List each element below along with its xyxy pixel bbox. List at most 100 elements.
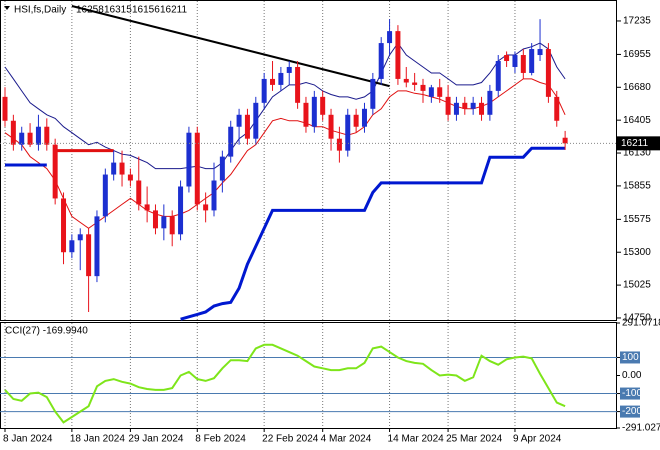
last-close: 16211 bbox=[160, 5, 188, 16]
y-tick-label: -100 bbox=[622, 388, 642, 399]
candle-body bbox=[2, 96, 8, 121]
candle-body bbox=[412, 82, 418, 85]
candle-body bbox=[94, 216, 100, 277]
y-tick-label: 14750 bbox=[623, 313, 651, 324]
candle-body bbox=[286, 66, 292, 73]
candle-body bbox=[420, 84, 426, 91]
level-label-box bbox=[620, 351, 640, 364]
x-tick-label: 18 Jan 2024 bbox=[70, 434, 125, 445]
last-price-box bbox=[617, 136, 660, 151]
candle-body bbox=[228, 126, 234, 157]
y-tick-label: 15855 bbox=[623, 181, 651, 192]
x-tick-label: 8 Feb 2024 bbox=[195, 434, 246, 445]
symbol-title: HSI,fs,Daily bbox=[14, 5, 66, 16]
y-tick-label: -291.0274 bbox=[622, 423, 660, 434]
main-frame bbox=[0, 0, 617, 321]
candle-body bbox=[270, 78, 276, 85]
y-tick-label: 16680 bbox=[623, 82, 651, 93]
candle-body bbox=[52, 144, 58, 199]
candle-body bbox=[35, 126, 41, 145]
y-tick-label: 16130 bbox=[623, 148, 651, 159]
indicator-line bbox=[5, 146, 566, 321]
candle-body bbox=[178, 186, 184, 235]
candle-body bbox=[186, 132, 192, 187]
y-tick-label: 15575 bbox=[623, 214, 651, 225]
y-tick-label: 0.00 bbox=[622, 370, 642, 381]
candle-body bbox=[303, 102, 309, 127]
last-low: 16156 bbox=[132, 5, 160, 16]
last-high: 16315 bbox=[104, 5, 132, 16]
candle-body bbox=[111, 162, 117, 175]
candle-body bbox=[311, 96, 317, 127]
y-tick-label: 291.0718 bbox=[622, 318, 660, 329]
candle-body bbox=[261, 78, 267, 103]
candle-body bbox=[328, 114, 334, 139]
candle-body bbox=[244, 114, 250, 139]
candle-body bbox=[152, 210, 158, 229]
cci-title: CCI(27) -169.9940 bbox=[5, 326, 88, 337]
trendline bbox=[71, 5, 390, 88]
candle-body bbox=[428, 87, 434, 97]
x-tick-label: 22 Feb 2024 bbox=[262, 434, 319, 445]
candle-body bbox=[61, 198, 67, 253]
y-tick-label: 15300 bbox=[623, 247, 651, 258]
y-tick-label: 15025 bbox=[623, 280, 651, 291]
candle-body bbox=[44, 126, 50, 145]
candle-body bbox=[320, 96, 326, 115]
candle-body bbox=[453, 102, 459, 115]
candle-body bbox=[395, 31, 401, 79]
candle-body bbox=[119, 162, 125, 175]
candle-body bbox=[219, 156, 225, 181]
candle-body bbox=[136, 180, 142, 205]
candle-body bbox=[169, 216, 175, 235]
candle-body bbox=[470, 102, 476, 109]
candle-body bbox=[370, 78, 376, 109]
cci-line bbox=[4, 343, 566, 424]
y-tick-label: -200 bbox=[622, 406, 642, 417]
y-tick-label: 17235 bbox=[623, 16, 651, 27]
y-tick-label: 16955 bbox=[623, 49, 651, 60]
x-tick-label: 4 Mar 2024 bbox=[321, 434, 372, 445]
candle-body bbox=[512, 55, 518, 67]
candle-body bbox=[554, 96, 560, 121]
candle-body bbox=[19, 132, 25, 145]
candle-body bbox=[403, 78, 409, 83]
candle-body bbox=[194, 132, 200, 205]
x-tick-label: 25 Mar 2024 bbox=[446, 434, 503, 445]
candle-body bbox=[77, 234, 83, 241]
indicator-line bbox=[4, 42, 566, 170]
level-label-box bbox=[620, 405, 640, 418]
candle-body bbox=[295, 66, 301, 103]
x-tick-label: 8 Jan 2024 bbox=[3, 434, 53, 445]
x-tick-label: 9 Apr 2024 bbox=[513, 434, 562, 445]
candle-body bbox=[102, 174, 108, 217]
candle-body bbox=[487, 90, 493, 115]
y-tick-label: 100 bbox=[622, 352, 639, 363]
candle-body bbox=[562, 137, 568, 144]
candle-body bbox=[361, 108, 367, 127]
candle-body bbox=[127, 174, 133, 181]
candle-body bbox=[520, 55, 526, 73]
candle-body bbox=[445, 96, 451, 115]
candle-body bbox=[537, 49, 543, 56]
candle-body bbox=[504, 55, 510, 61]
candle-body bbox=[462, 102, 468, 109]
candle-body bbox=[203, 204, 209, 211]
y-tick-label: 16405 bbox=[623, 115, 651, 126]
candle-body bbox=[69, 240, 75, 253]
candle-body bbox=[211, 180, 217, 211]
candle-body bbox=[387, 31, 393, 44]
candle-body bbox=[27, 132, 33, 145]
candle-body bbox=[336, 138, 342, 151]
x-tick-label: 14 Mar 2024 bbox=[388, 434, 445, 445]
candle-body bbox=[378, 43, 384, 79]
x-tick-label: 29 Jan 2024 bbox=[128, 434, 183, 445]
candle-body bbox=[278, 72, 284, 85]
candle-body bbox=[479, 102, 485, 115]
candle-body bbox=[495, 60, 501, 91]
candle-body bbox=[529, 49, 535, 73]
candle-body bbox=[437, 87, 443, 97]
candle-body bbox=[161, 216, 167, 229]
candle-body bbox=[236, 114, 242, 127]
